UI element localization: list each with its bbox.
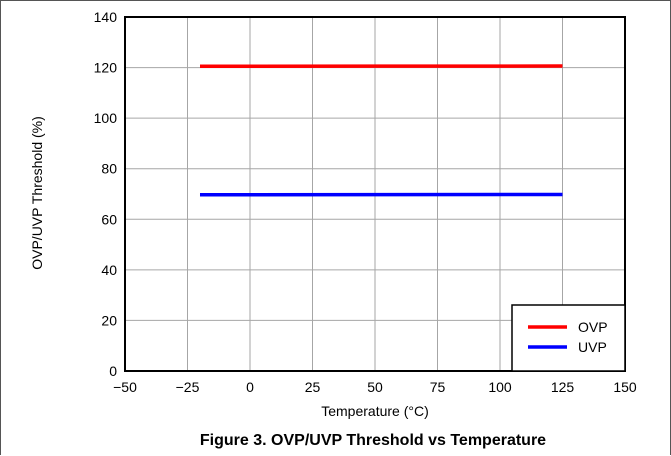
legend-box [511,304,626,372]
x-tick-label: 125 [551,379,575,395]
y-tick-label: 60 [101,211,117,227]
legend-label-uvp: UVP [578,339,607,355]
tick-labels: −50 −25 0 25 50 75 100 125 150 0 20 40 60 80 100 120 140 [94,9,637,395]
figure-caption: Figure 3. OVP/UVP Threshold vs Temperatu… [200,432,546,449]
y-tick-label: 40 [101,262,117,278]
x-tick-label: −25 [176,379,200,395]
legend-label-ovp: OVP [578,319,608,335]
plot-area-border [124,16,626,372]
y-tick-label: 20 [101,312,117,328]
x-tick-label: 75 [430,379,446,395]
x-tick-label: 150 [613,379,637,395]
series-lines [199,64,563,197]
y-tick-label: 80 [101,161,117,177]
y-tick-label: 140 [94,9,118,25]
x-axis-title: Temperature (°C) [321,403,429,419]
x-tick-label: 0 [246,379,254,395]
y-tick-label: 0 [109,363,117,379]
x-tick-label: −50 [113,379,137,395]
x-tick-label: 100 [488,379,512,395]
x-tick-label: 25 [305,379,321,395]
legend: OVP UVP [511,304,626,372]
y-tick-label: 120 [94,60,118,76]
y-tick-label: 100 [94,110,118,126]
x-tick-label: 50 [367,379,383,395]
y-axis-title: OVP/UVP Threshold (%) [29,116,45,270]
